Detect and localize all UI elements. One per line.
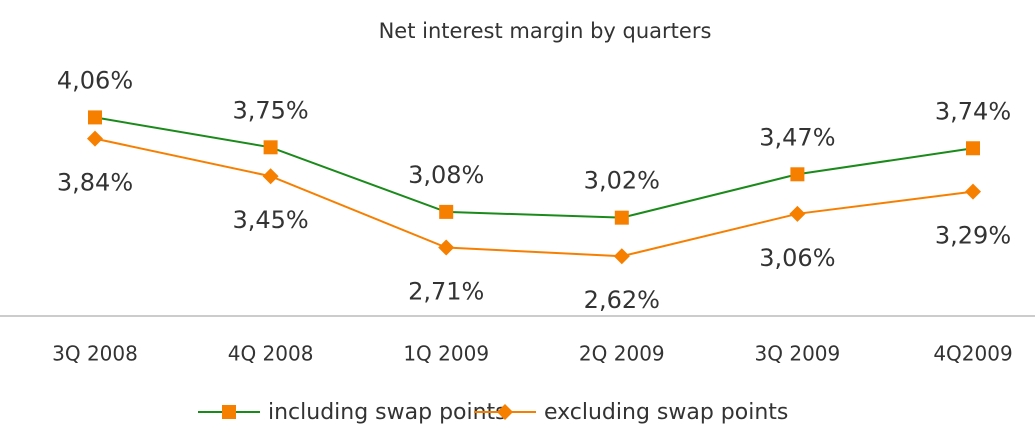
legend-marker <box>222 405 236 419</box>
x-tick-label: 4Q2009 <box>933 342 1012 366</box>
data-label: 3,47% <box>759 123 835 151</box>
data-label: 3,45% <box>232 206 308 234</box>
marker <box>438 239 455 256</box>
x-tick-label: 3Q 2009 <box>755 342 841 366</box>
marker <box>262 168 279 185</box>
data-label: 3,29% <box>935 222 1011 250</box>
data-label: 3,02% <box>584 167 660 195</box>
marker <box>789 205 806 222</box>
legend-label: including swap points <box>268 400 507 425</box>
data-label: 4,06% <box>57 66 133 94</box>
data-label: 3,08% <box>408 161 484 189</box>
legend-label: excluding swap points <box>544 400 788 425</box>
series-line <box>94 137 974 258</box>
series-line <box>94 116 974 219</box>
marker <box>263 140 278 155</box>
chart-title: Net interest margin by quarters <box>379 19 712 43</box>
legend-marker <box>497 404 513 420</box>
data-label: 3,06% <box>759 244 835 272</box>
data-label: 2,62% <box>584 286 660 314</box>
data-label: 3,74% <box>935 97 1011 125</box>
data-label: 3,75% <box>232 96 308 124</box>
marker <box>87 130 103 147</box>
data-label: 3,84% <box>57 169 133 197</box>
x-tick-label: 4Q 2008 <box>228 342 314 366</box>
marker <box>439 204 454 219</box>
x-tick-label: 1Q 2009 <box>403 342 489 366</box>
data-label: 2,71% <box>408 278 484 306</box>
marker <box>790 167 805 182</box>
marker <box>614 210 629 225</box>
marker <box>966 141 980 156</box>
x-tick-label: 3Q 2008 <box>52 342 138 366</box>
marker <box>965 183 981 200</box>
x-tick-label: 2Q 2009 <box>579 342 665 366</box>
marker <box>613 248 630 265</box>
marker <box>88 110 102 125</box>
